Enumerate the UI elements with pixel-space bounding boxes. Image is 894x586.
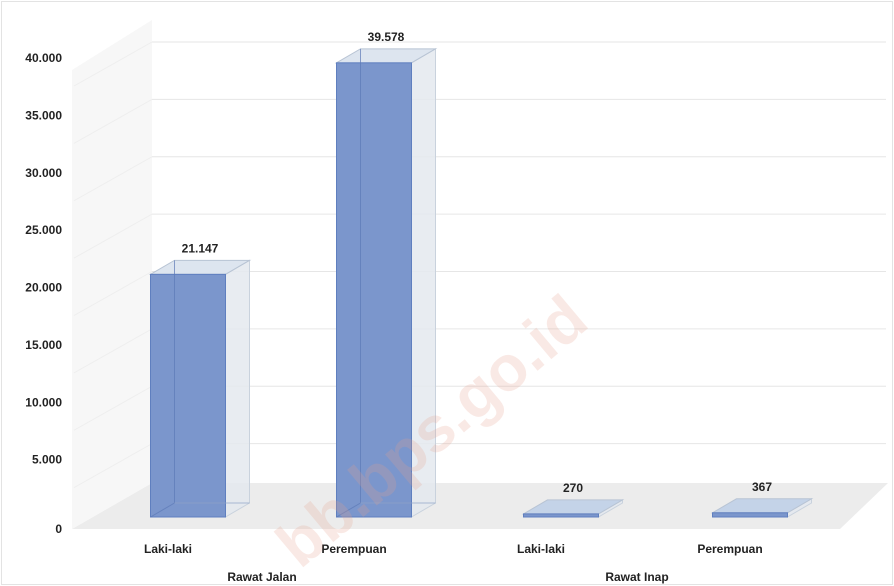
y-tick-label: 25.000 (25, 223, 62, 237)
gridline-wall (73, 156, 153, 202)
y-tick-label: 30.000 (25, 166, 62, 180)
data-label: 21.147 (182, 241, 219, 255)
y-axis: 0 5.000 10.000 15.000 20.000 25.000 30.000 35.0… (25, 51, 62, 536)
bar-front-face (336, 62, 412, 518)
y-tick-label: 20.000 (25, 281, 62, 295)
gridline-wall (73, 98, 153, 144)
x-axis: Laki-laki Perempuan Laki-laki Perempuan Rawa… (144, 542, 763, 584)
bar-depth-edge (336, 502, 361, 518)
y-tick-label: 5.000 (32, 453, 62, 467)
data-label: 270 (563, 481, 583, 495)
y-tick-label: 40.000 (25, 51, 62, 65)
bar (148, 259, 252, 518)
chart-floor (72, 483, 888, 529)
gridline-wall (73, 213, 153, 259)
x-group-label: Rawat Jalan (227, 570, 296, 584)
y-tick-label: 0 (55, 522, 62, 536)
bar-front-face (712, 512, 788, 518)
gridlines (73, 41, 886, 489)
bar-depth-edge (150, 502, 175, 518)
bar (334, 47, 438, 518)
bar (710, 497, 814, 518)
x-category-label: Laki-laki (144, 542, 192, 556)
data-label: 39.578 (368, 30, 405, 44)
bars (148, 47, 814, 518)
gridline-wall (73, 443, 153, 489)
bar-front-face (150, 273, 226, 518)
gridline-wall (73, 385, 153, 431)
bar-side-face (225, 259, 250, 518)
data-labels: 21.147 39.578 270 367 (182, 30, 773, 495)
bar (521, 499, 625, 518)
x-category-label: Perempuan (697, 542, 762, 556)
x-category-label: Perempuan (321, 542, 386, 556)
y-tick-label: 15.000 (25, 338, 62, 352)
gridline-wall (73, 41, 153, 87)
gridline-wall (73, 328, 153, 374)
gridline-wall (73, 271, 153, 316)
x-group-label: Rawat Inap (605, 570, 668, 584)
y-tick-label: 10.000 (25, 395, 62, 409)
data-label: 367 (752, 480, 772, 494)
y-tick-label: 35.000 (25, 108, 62, 122)
bar-front-face (523, 513, 599, 518)
chart-side-wall (72, 20, 152, 529)
x-category-label: Laki-laki (517, 542, 565, 556)
